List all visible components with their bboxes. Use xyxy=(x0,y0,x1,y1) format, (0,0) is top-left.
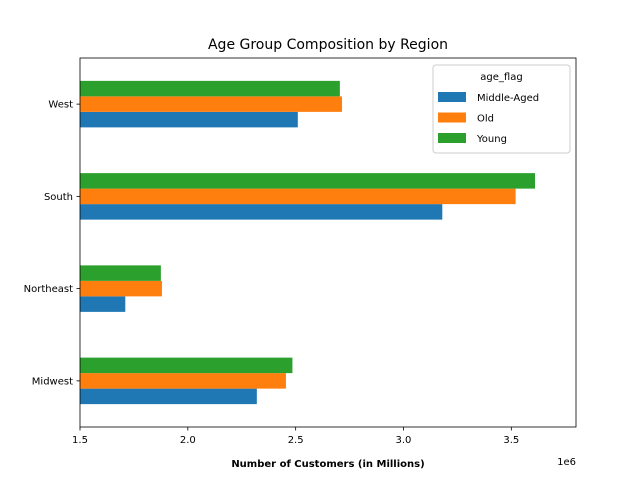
bar-west-young xyxy=(80,80,340,97)
y-tick-label: Midwest xyxy=(32,376,73,387)
bar-northeast-old xyxy=(80,280,162,297)
legend-swatch-middle-aged xyxy=(438,92,466,102)
y-tick-label: South xyxy=(44,192,73,203)
legend-label-old: Old xyxy=(477,114,494,125)
legend-label-middle-aged: Middle-Aged xyxy=(477,93,539,104)
bar-northeast-young xyxy=(80,265,161,281)
bar-midwest-old xyxy=(80,373,286,389)
bar-midwest-middle-aged xyxy=(80,388,257,405)
x-axis-label: Number of Customers (in Millions) xyxy=(231,459,424,470)
legend-title: age_flag xyxy=(480,72,522,83)
x-tick-label: 3.5 xyxy=(503,435,519,446)
bar-south-young xyxy=(80,173,536,189)
x-tick-label: 1.5 xyxy=(72,435,88,446)
x-tick-label: 3.0 xyxy=(396,435,412,446)
y-tick-label: West xyxy=(48,100,73,111)
plot-area: Midwest Northeast South West 1.5 2.0 2.5 3.0 3.5 xyxy=(24,57,577,446)
bar-south-middle-aged xyxy=(80,204,443,220)
x-tick-label: 2.5 xyxy=(288,435,304,446)
legend-label-young: Young xyxy=(476,134,507,145)
chart-title: Age Group Composition by Region xyxy=(208,37,448,53)
x-offset-label: 1e6 xyxy=(557,457,576,468)
bar-west-middle-aged xyxy=(80,111,298,128)
legend-swatch-young xyxy=(438,133,466,143)
bar-south-old xyxy=(80,188,516,205)
legend: age_flag Middle-Aged Old Young xyxy=(432,64,571,154)
bar-west-old xyxy=(80,96,343,112)
y-tick-label: Northeast xyxy=(24,284,73,295)
bar-midwest-young xyxy=(80,357,293,374)
legend-box xyxy=(432,64,571,154)
bar-northeast-middle-aged xyxy=(80,296,126,312)
x-tick-label: 2.0 xyxy=(180,435,196,446)
legend-swatch-old xyxy=(438,112,466,123)
axes-frame xyxy=(79,57,577,428)
